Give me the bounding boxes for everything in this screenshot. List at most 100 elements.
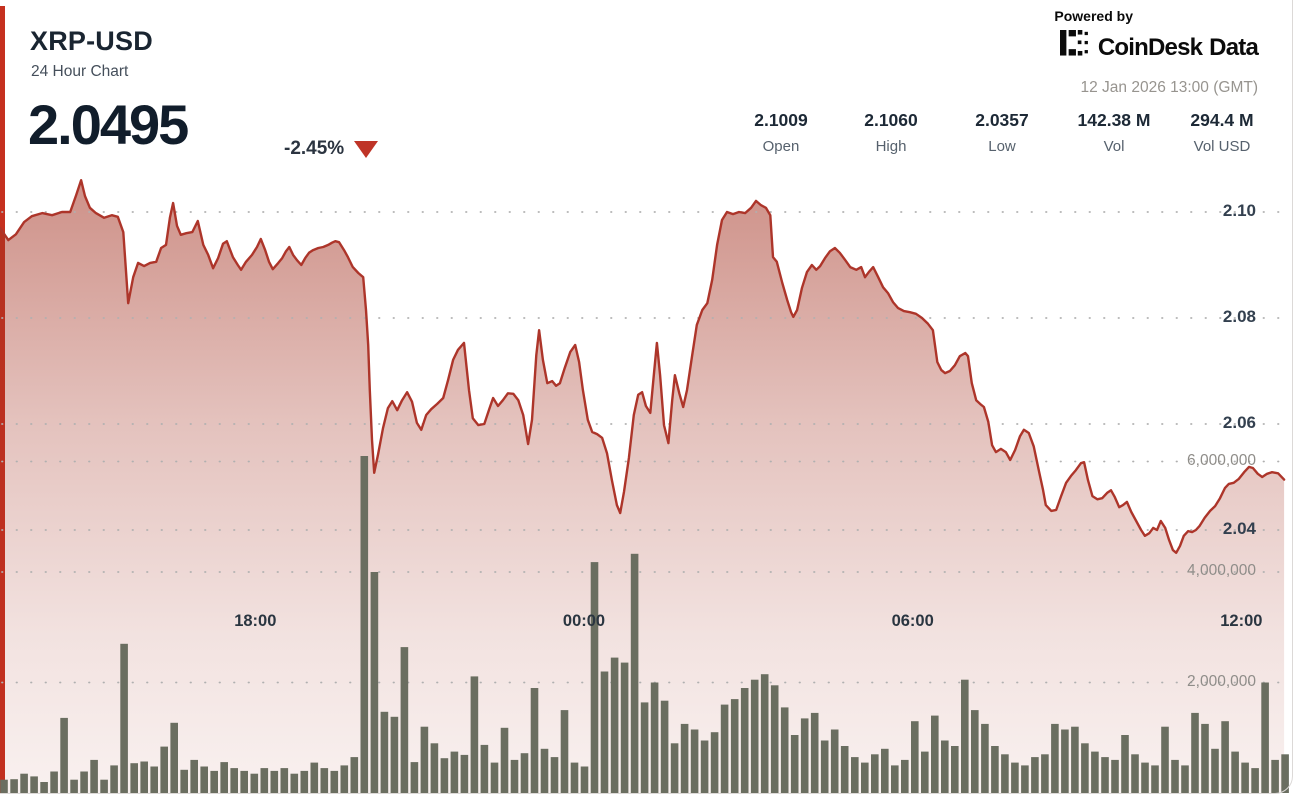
volume-bar [580, 766, 589, 793]
volume-bar [1281, 754, 1289, 793]
volume-bar [220, 762, 228, 793]
volume-bar [260, 768, 269, 793]
volume-bar [1171, 759, 1179, 793]
volume-bar [150, 766, 158, 793]
volume-bar [770, 685, 779, 793]
volume-bar [420, 726, 429, 793]
volume-bar [330, 770, 339, 793]
volume-bar [0, 779, 8, 793]
volume-bar [320, 768, 329, 793]
volume-bar [720, 704, 729, 793]
volume-bar [891, 765, 899, 793]
volume-bar [230, 768, 238, 793]
volume-bar [630, 553, 639, 793]
volume-bar [250, 773, 259, 793]
volume-bar [10, 779, 18, 793]
volume-bar [1181, 765, 1189, 793]
volume-bar [340, 765, 349, 793]
volume-bar [110, 765, 118, 793]
volume-bar [1261, 682, 1269, 793]
volume-bar [190, 759, 198, 793]
volume-bar [560, 710, 569, 793]
volume-bar [1151, 765, 1159, 793]
volume-bar [350, 757, 359, 793]
volume-bar [1011, 762, 1019, 793]
volume-bar [140, 761, 148, 793]
volume-bar [280, 768, 289, 793]
volume-bar [90, 759, 98, 793]
volume-bar [760, 674, 769, 793]
time-axis-label: 00:00 [562, 612, 606, 630]
volume-bar [290, 773, 299, 793]
volume-bar [1191, 712, 1199, 793]
volume-axis-label: 2,000,000 [1187, 672, 1256, 690]
price-axis-label: 2.04 [1222, 519, 1256, 538]
volume-bar [820, 740, 829, 793]
price-axis-label: 2.10 [1222, 201, 1256, 220]
volume-bar [941, 740, 949, 793]
volume-bar [1221, 721, 1229, 793]
volume-bar [390, 716, 399, 793]
volume-bar [1211, 748, 1219, 793]
volume-bar [180, 769, 188, 793]
volume-bar [1121, 735, 1129, 793]
volume-bar [240, 770, 248, 793]
volume-bar [620, 662, 629, 793]
volume-bar [570, 762, 579, 793]
volume-bar [60, 717, 68, 793]
volume-bar [540, 748, 549, 793]
volume-bar [650, 682, 659, 793]
volume-bar [840, 746, 849, 793]
volume-bar [750, 679, 759, 793]
volume-bar [800, 718, 809, 793]
price-axis-label: 2.08 [1222, 307, 1256, 326]
volume-bar [911, 721, 919, 793]
volume-bar [1051, 723, 1059, 793]
volume-bar [430, 743, 439, 793]
volume-axis-label: 4,000,000 [1187, 562, 1256, 579]
volume-bar [170, 722, 178, 793]
volume-bar [1231, 751, 1239, 793]
volume-bar [590, 562, 599, 793]
volume-bar [790, 735, 799, 793]
volume-bar [200, 766, 208, 793]
volume-bar [510, 759, 519, 793]
volume-bar [861, 762, 869, 793]
volume-bar [450, 751, 459, 793]
volume-axis-label: 6,000,000 [1187, 451, 1256, 469]
volume-bar [120, 643, 128, 793]
volume-bar [1021, 765, 1029, 793]
volume-bar [871, 754, 879, 793]
volume-bar [670, 743, 679, 793]
volume-bar [1241, 762, 1249, 793]
time-axis-label: 12:00 [1220, 612, 1263, 630]
volume-bar [1041, 754, 1049, 793]
volume-bar [300, 770, 309, 793]
volume-bar [881, 748, 889, 793]
volume-bar [1271, 759, 1279, 793]
volume-bar [500, 727, 509, 793]
volume-bar [270, 770, 279, 793]
volume-bar [951, 746, 959, 793]
volume-bar [460, 754, 469, 793]
volume-bar [80, 771, 88, 793]
volume-bar [40, 782, 48, 793]
volume-bar [1131, 754, 1139, 793]
volume-bar [1081, 743, 1089, 793]
volume-bar [470, 676, 479, 793]
volume-bar [1161, 726, 1169, 793]
coindesk-brand-link[interactable]: CoinDesk Data [1059, 30, 1259, 66]
volume-bar [310, 762, 319, 793]
volume-bar [380, 711, 389, 793]
volume-bar [680, 723, 689, 793]
volume-bar [400, 647, 409, 793]
volume-bar [1061, 729, 1069, 793]
volume-bar [370, 572, 379, 793]
volume-bar [971, 710, 979, 793]
volume-bar [440, 758, 449, 793]
brand-coindesk: CoinDesk [1097, 34, 1203, 61]
volume-bar [1251, 768, 1259, 793]
volume-bar [740, 688, 749, 793]
time-axis-label: 18:00 [234, 612, 277, 630]
